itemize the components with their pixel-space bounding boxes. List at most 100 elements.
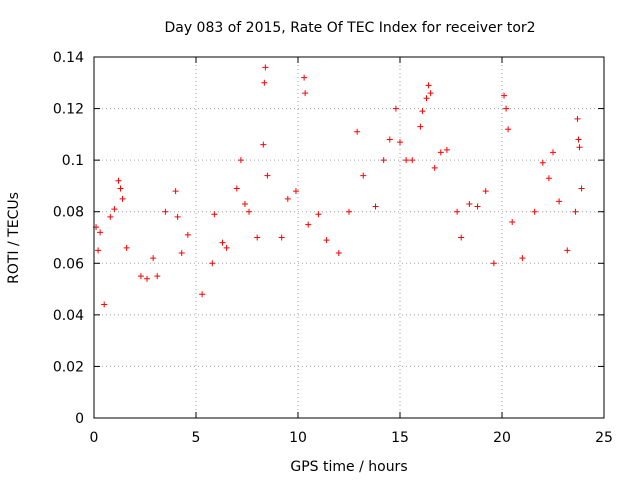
y-tick-label: 0.1 <box>62 153 84 169</box>
data-point <box>539 159 546 166</box>
y-tick-label: 0.12 <box>53 102 84 118</box>
data-point <box>119 195 126 202</box>
data-point <box>556 198 563 205</box>
data-point <box>409 157 416 164</box>
data-point <box>101 301 108 308</box>
plot-frame <box>93 56 605 419</box>
data-point <box>392 105 399 112</box>
data-point <box>211 211 218 218</box>
data-point <box>219 239 226 246</box>
y-tick-label: 0.06 <box>53 256 84 272</box>
data-point <box>154 273 161 280</box>
data-point <box>262 64 269 71</box>
y-axis-label: ROTI / TECUs <box>6 192 22 284</box>
data-point <box>474 203 481 210</box>
data-point <box>123 244 130 251</box>
y-tick-label: 0.04 <box>53 308 84 324</box>
data-point <box>144 275 151 282</box>
data-point <box>107 213 114 220</box>
x-tick-label: 0 <box>90 430 99 446</box>
data-point <box>199 291 206 298</box>
data-point <box>501 92 508 99</box>
data-point <box>184 231 191 238</box>
data-point <box>578 185 585 192</box>
data-point <box>360 172 367 179</box>
data-point <box>564 247 571 254</box>
data-point <box>335 249 342 256</box>
data-point <box>572 208 579 215</box>
data-point <box>397 139 403 146</box>
data-point <box>305 221 312 228</box>
data-point <box>223 244 230 251</box>
y-tick-label: 0.08 <box>53 205 84 221</box>
axis-ticks: 0 5 10 15 20 25 0 0.02 0.04 0.06 0.08 0.1 0.12 0.14 <box>53 50 613 446</box>
data-point <box>237 157 244 164</box>
data-point <box>431 164 438 171</box>
data-point <box>264 172 271 179</box>
data-point <box>178 249 185 256</box>
data-point <box>419 108 426 115</box>
data-point <box>466 200 473 207</box>
data-point <box>254 234 261 241</box>
data-point <box>505 126 512 133</box>
data-point <box>292 188 299 195</box>
data-point <box>443 146 450 153</box>
y-tick-label: 0.02 <box>53 359 84 375</box>
x-tick-label: 5 <box>192 430 201 446</box>
data-points <box>93 64 585 308</box>
data-point <box>425 82 432 89</box>
data-point <box>278 234 285 241</box>
data-point <box>576 144 583 151</box>
data-point <box>246 208 253 215</box>
data-point <box>172 188 179 195</box>
data-point <box>323 237 330 244</box>
data-point <box>115 177 122 184</box>
data-point <box>346 208 352 215</box>
grid <box>94 57 604 418</box>
data-point <box>302 90 309 97</box>
data-point <box>427 90 434 97</box>
data-point <box>150 255 157 262</box>
data-point <box>354 128 361 135</box>
data-point <box>174 213 181 220</box>
data-point <box>417 123 424 130</box>
data-point <box>531 208 538 215</box>
data-point <box>284 195 291 202</box>
y-tick-label: 0.14 <box>53 50 84 66</box>
data-point <box>117 185 124 192</box>
data-point <box>403 157 410 164</box>
data-point <box>372 203 379 210</box>
data-point <box>458 234 465 241</box>
data-point <box>162 208 169 215</box>
data-point <box>380 157 387 164</box>
data-point <box>260 141 267 148</box>
data-point <box>423 95 430 102</box>
data-point <box>209 260 216 267</box>
data-point <box>490 260 497 267</box>
data-point <box>574 115 581 122</box>
x-tick-label: 25 <box>595 430 613 446</box>
data-point <box>97 229 104 236</box>
data-point <box>503 105 510 112</box>
data-point <box>241 200 248 207</box>
data-point <box>386 136 393 143</box>
x-tick-label: 20 <box>493 430 511 446</box>
data-point <box>315 211 322 218</box>
chart-title: Day 083 of 2015, Rate Of TEC Index for r… <box>164 20 535 36</box>
data-point <box>519 255 526 262</box>
data-point <box>437 149 444 156</box>
data-point <box>550 149 556 156</box>
data-point <box>545 175 552 182</box>
data-point <box>233 185 240 192</box>
x-axis-label: GPS time / hours <box>290 459 407 475</box>
y-tick-label: 0 <box>75 411 84 427</box>
data-point <box>301 74 308 81</box>
data-point <box>111 206 118 213</box>
data-point <box>454 208 461 215</box>
data-point <box>575 136 582 143</box>
x-tick-label: 10 <box>289 430 307 446</box>
data-point <box>482 188 489 195</box>
data-point <box>261 79 268 86</box>
data-point <box>137 273 144 280</box>
